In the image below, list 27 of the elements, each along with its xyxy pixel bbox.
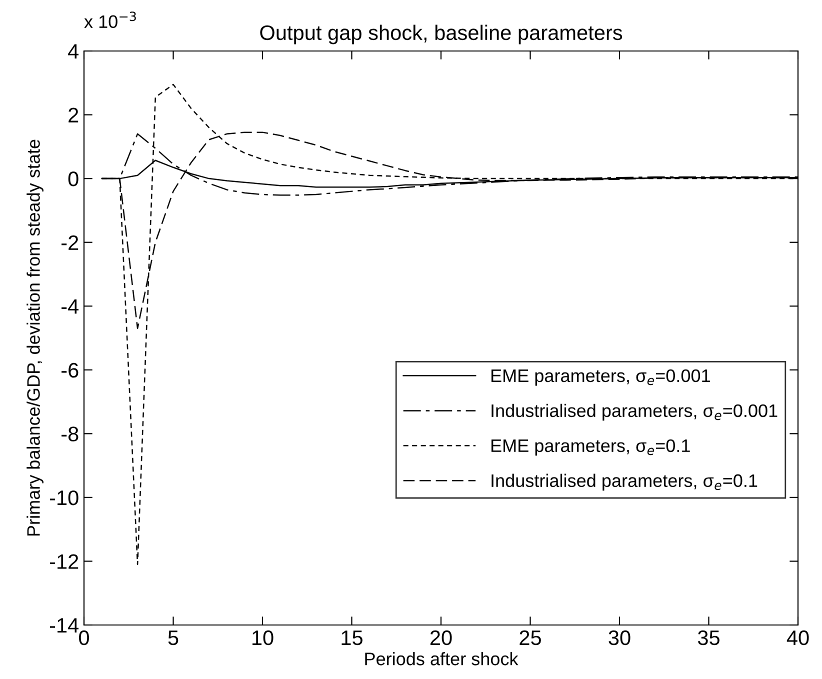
legend-label: EME parameters, σ$_{e}$=0.1 xyxy=(491,439,690,456)
x-axis-title: Periods after shock xyxy=(365,652,518,666)
legend-label: Industrialised parameters, σ$_{e}$=0.001 xyxy=(492,404,778,421)
y-axis-title: Primary balance/GDP, deviation from steady state xyxy=(26,140,44,536)
y-tick-label: -8 xyxy=(62,426,78,442)
y-tick-label: -10 xyxy=(50,490,78,506)
x-tick-label: 10 xyxy=(252,630,274,646)
x-tick-label: 15 xyxy=(342,630,362,646)
text: x 10$^{−3}$ xyxy=(84,12,136,28)
y-tick-label: 4 xyxy=(68,44,79,59)
y-tick-label: -6 xyxy=(62,362,78,378)
x-tick-label: 20 xyxy=(430,630,452,646)
x-tick-label: 0 xyxy=(79,630,89,646)
x-tick-label: 5 xyxy=(168,630,178,646)
legend-label: Industrialised parameters, σ$_{e}$=0.1 xyxy=(492,474,758,491)
x-tick-label: 30 xyxy=(608,630,630,646)
y-tick-label: -12 xyxy=(50,554,78,569)
x-tick-label: 40 xyxy=(786,630,809,646)
y-tick-label: 2 xyxy=(68,108,78,122)
y-tick-label: 0 xyxy=(68,172,78,186)
y-tick-label: -2 xyxy=(62,235,78,250)
x-tick-label: 35 xyxy=(698,630,720,646)
chart-title: Output gap shock, baseline parameters xyxy=(260,24,622,44)
x-tick-label: 25 xyxy=(520,630,541,646)
y-tick-label: -4 xyxy=(62,299,79,314)
y-tick-label: -14 xyxy=(50,618,79,633)
legend-label: EME parameters, σ$_{e}$=0.001 xyxy=(491,369,710,386)
